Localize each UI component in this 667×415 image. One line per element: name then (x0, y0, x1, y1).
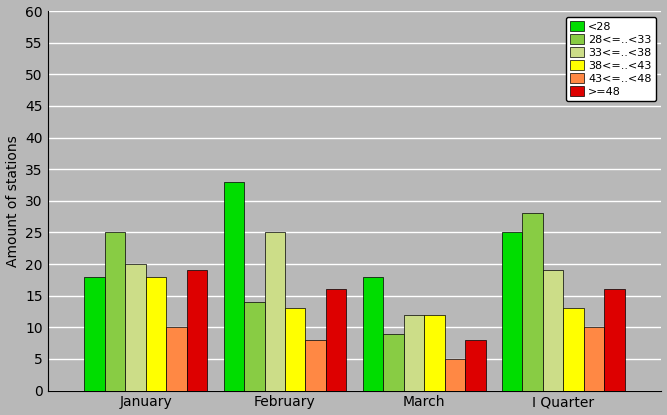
Bar (522, 213, 542, 391)
Bar (187, 271, 207, 391)
Bar (305, 340, 326, 391)
Bar (326, 289, 346, 391)
Bar (125, 264, 146, 391)
Bar (383, 334, 404, 391)
Bar (85, 277, 105, 391)
Legend: <28, 28<=..<33, 33<=..<38, 38<=..<43, 43<=..<48, >=48: <28, 28<=..<33, 33<=..<38, 38<=..<43, 43… (566, 17, 656, 101)
Bar (105, 232, 125, 391)
Bar (542, 271, 563, 391)
Bar (223, 182, 244, 391)
Bar (146, 277, 167, 391)
Bar (584, 327, 604, 391)
Y-axis label: Amount of stations: Amount of stations (5, 135, 19, 267)
Bar (285, 308, 305, 391)
Bar (604, 289, 624, 391)
Bar (404, 315, 424, 391)
Bar (563, 308, 584, 391)
Bar (265, 232, 285, 391)
Bar (444, 359, 465, 391)
Bar (363, 277, 383, 391)
Bar (244, 302, 265, 391)
Bar (502, 232, 522, 391)
Bar (167, 327, 187, 391)
Bar (424, 315, 444, 391)
Bar (465, 340, 486, 391)
